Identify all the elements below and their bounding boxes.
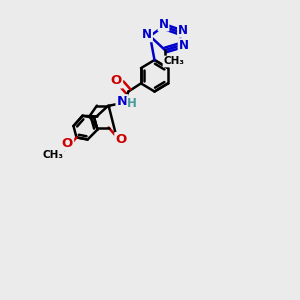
Text: CH₃: CH₃ <box>43 150 64 161</box>
Text: N: N <box>178 24 188 37</box>
Text: O: O <box>111 74 122 88</box>
Text: N: N <box>158 17 169 31</box>
Text: H: H <box>128 97 137 110</box>
Text: CH₃: CH₃ <box>164 56 184 67</box>
Text: O: O <box>115 133 127 146</box>
Text: N: N <box>142 28 152 41</box>
Text: N: N <box>116 95 128 108</box>
Text: N: N <box>178 39 189 52</box>
Text: O: O <box>62 137 73 150</box>
